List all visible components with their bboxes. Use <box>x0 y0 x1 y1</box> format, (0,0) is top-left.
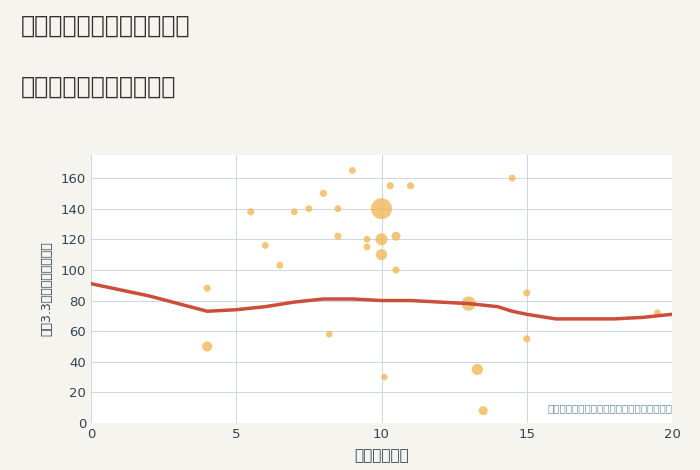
Point <box>521 335 532 343</box>
Point <box>384 182 395 189</box>
X-axis label: 駅距離（分）: 駅距離（分） <box>354 448 409 463</box>
Y-axis label: 坪（3.3㎡）単価（万円）: 坪（3.3㎡）単価（万円） <box>41 242 54 337</box>
Point <box>652 309 663 316</box>
Point <box>303 205 314 212</box>
Point <box>472 366 483 373</box>
Point <box>463 300 475 307</box>
Point <box>332 205 344 212</box>
Point <box>245 208 256 216</box>
Point <box>379 373 390 381</box>
Point <box>391 266 402 274</box>
Point <box>361 235 372 243</box>
Point <box>376 251 387 258</box>
Point <box>202 343 213 350</box>
Point <box>332 233 344 240</box>
Point <box>477 407 489 415</box>
Point <box>507 174 518 182</box>
Text: 円の大きさは、取引のあった物件面積を示す: 円の大きさは、取引のあった物件面積を示す <box>547 404 672 414</box>
Point <box>405 182 416 189</box>
Point <box>274 262 286 269</box>
Point <box>202 284 213 292</box>
Text: 大阪府堺市堺区南半町東の: 大阪府堺市堺区南半町東の <box>21 14 190 38</box>
Text: 駅距離別中古戸建て価格: 駅距離別中古戸建て価格 <box>21 75 176 99</box>
Point <box>391 233 402 240</box>
Point <box>346 167 358 174</box>
Point <box>289 208 300 216</box>
Point <box>376 235 387 243</box>
Point <box>323 330 335 338</box>
Point <box>260 242 271 249</box>
Point <box>376 205 387 212</box>
Point <box>318 189 329 197</box>
Point <box>521 289 532 297</box>
Point <box>361 243 372 251</box>
